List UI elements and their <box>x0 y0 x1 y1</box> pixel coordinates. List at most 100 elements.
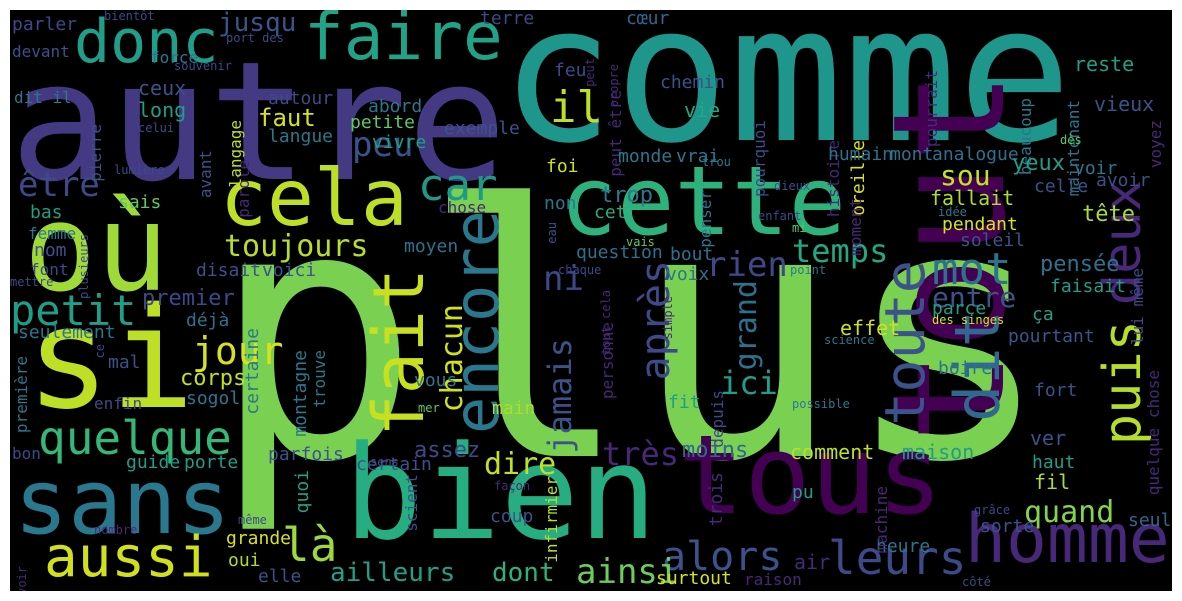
word-humain: humain <box>828 144 894 165</box>
word-sorte: sorte <box>980 516 1035 537</box>
word-trois: trois <box>706 472 727 527</box>
word-cloud: plus comme autre tout où si bien tous cette sans h… <box>10 10 1172 591</box>
word-langue: langue <box>268 126 334 147</box>
word-question: question <box>576 242 663 263</box>
word-sogol: sogol <box>186 388 241 409</box>
word-haut: haut <box>1032 452 1076 473</box>
word-cœur: cœur <box>626 10 670 29</box>
word-peu: peu <box>352 125 414 165</box>
word-voici: voici <box>262 260 317 281</box>
word-raison: raison <box>744 570 802 589</box>
word-bon: bon <box>12 444 41 463</box>
word-soleil: soleil <box>960 230 1026 251</box>
word-lumière: lumière <box>114 163 165 177</box>
word-possible: possible <box>792 397 850 411</box>
word-dit-il: dit il <box>14 88 72 107</box>
word-certain: certain <box>356 454 432 475</box>
word-eau: eau <box>545 222 559 244</box>
word-alors: alors <box>662 534 783 580</box>
word-fil: fil <box>1034 470 1071 494</box>
word-là: là <box>282 518 338 572</box>
word-abord: abord <box>368 96 423 117</box>
word-voir: voir <box>1074 158 1118 179</box>
word-pourquoi: pourquoi <box>750 120 769 198</box>
word-cela: cela <box>220 154 408 244</box>
word-mer: mer <box>418 401 440 415</box>
word-sans: sans <box>14 450 231 555</box>
word-vie: vie <box>684 98 721 122</box>
word-penser: penser <box>696 190 715 248</box>
word-exemple: exemple <box>444 118 520 139</box>
word-entre: entre <box>932 281 1017 314</box>
word-elle: elle <box>258 566 302 587</box>
word-quand: quand <box>1024 495 1115 530</box>
word-parce: parce <box>932 298 987 319</box>
word-depuis: depuis <box>708 390 727 448</box>
word-celle: celle <box>1034 176 1089 197</box>
word-montagne: montagne <box>290 350 311 437</box>
word-infirmier: infirmier <box>542 476 561 563</box>
word-celui: celui <box>138 121 175 135</box>
word-reste: reste <box>1074 52 1135 76</box>
word-nom: nom <box>34 240 67 261</box>
word-bien: bien <box>344 417 658 569</box>
word-nombre: nombre <box>94 523 138 537</box>
word-trou: trou <box>702 155 731 169</box>
word-avant: avant <box>196 150 215 199</box>
word-langage: langage <box>226 120 245 188</box>
word-certaine: certaine <box>242 328 263 415</box>
word-comme: comme <box>500 10 1072 185</box>
word-fort: fort <box>1034 380 1078 401</box>
word-tête: tête <box>1082 202 1135 227</box>
word-plus: plus <box>210 131 1053 539</box>
word-avoir: avoir <box>1096 170 1151 191</box>
word-guide: guide <box>126 452 181 473</box>
word-petit: petit <box>10 286 137 335</box>
word-moins: moins <box>682 438 749 463</box>
word-faut: faut <box>258 104 316 132</box>
word-fallait: fallait <box>930 186 1015 210</box>
word-vrai: vrai <box>676 146 720 167</box>
word-scient: scient <box>402 474 421 532</box>
word-bas: bas <box>30 202 63 223</box>
word-il: il <box>550 82 603 133</box>
word-mot: mot <box>932 244 1012 295</box>
word-cette: cette <box>560 147 846 257</box>
word-feu: feu <box>554 60 587 81</box>
word-vieux: vieux <box>1094 92 1155 116</box>
word-cet: cet <box>594 202 627 223</box>
word-quelque-chose: quelque chose <box>1144 370 1163 496</box>
word-simple: simple <box>661 296 675 340</box>
word-voyez: voyez <box>1146 120 1165 169</box>
word-analogue: analogue <box>932 144 1019 165</box>
word-mal: mal <box>108 352 141 373</box>
word-façon: façon <box>494 479 531 493</box>
word-bout: bout <box>670 244 714 265</box>
word-jusqu: jusqu <box>218 10 297 38</box>
word-dieux: dieux <box>774 179 811 193</box>
word-très: très <box>602 435 680 473</box>
word-foi: foi <box>546 156 579 177</box>
word-donc: donc <box>74 10 219 77</box>
word-peut: peut <box>583 58 597 87</box>
word-dès: dès <box>1060 133 1082 147</box>
word-fit: fit <box>668 392 701 413</box>
word-toute: toute <box>873 260 937 426</box>
word-enfin: enfin <box>94 394 143 413</box>
word-main: main <box>492 398 536 419</box>
word-boire: boire <box>938 358 993 379</box>
word-chemin: chemin <box>660 72 726 93</box>
word-terre: terre <box>480 10 535 29</box>
word-effet: effet <box>840 316 901 340</box>
word-homme: homme <box>965 500 1170 579</box>
word-quelque: quelque <box>38 411 232 465</box>
word-où: où <box>24 180 169 319</box>
word-chaque: chaque <box>558 263 602 277</box>
word-grand: grand <box>729 280 764 371</box>
word-corps: corps <box>180 366 247 391</box>
word-idée: idée <box>938 205 967 219</box>
word-bientôt: bientôt <box>104 10 155 23</box>
word-parfois: parfois <box>268 444 344 465</box>
word-ce: ce <box>93 344 107 359</box>
word-pourrait: pourrait <box>922 70 941 148</box>
